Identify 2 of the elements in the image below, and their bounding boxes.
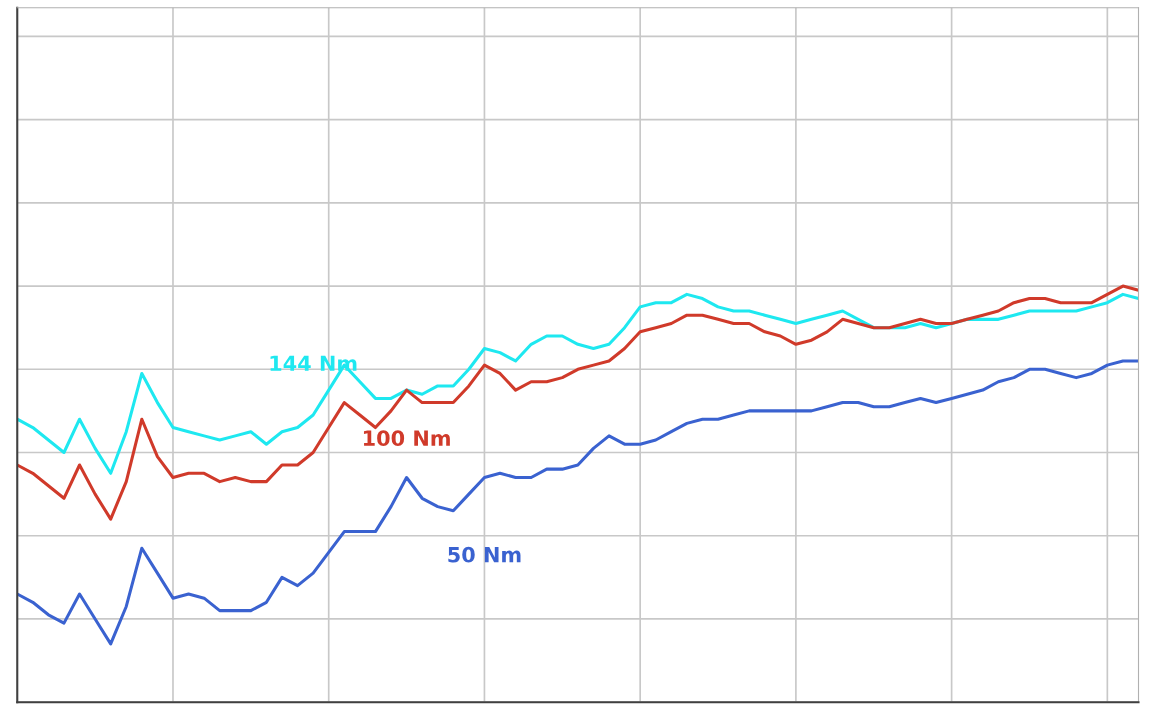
series-label: 50 Nm [448,546,521,563]
series-label: 100 Nm [363,430,450,447]
